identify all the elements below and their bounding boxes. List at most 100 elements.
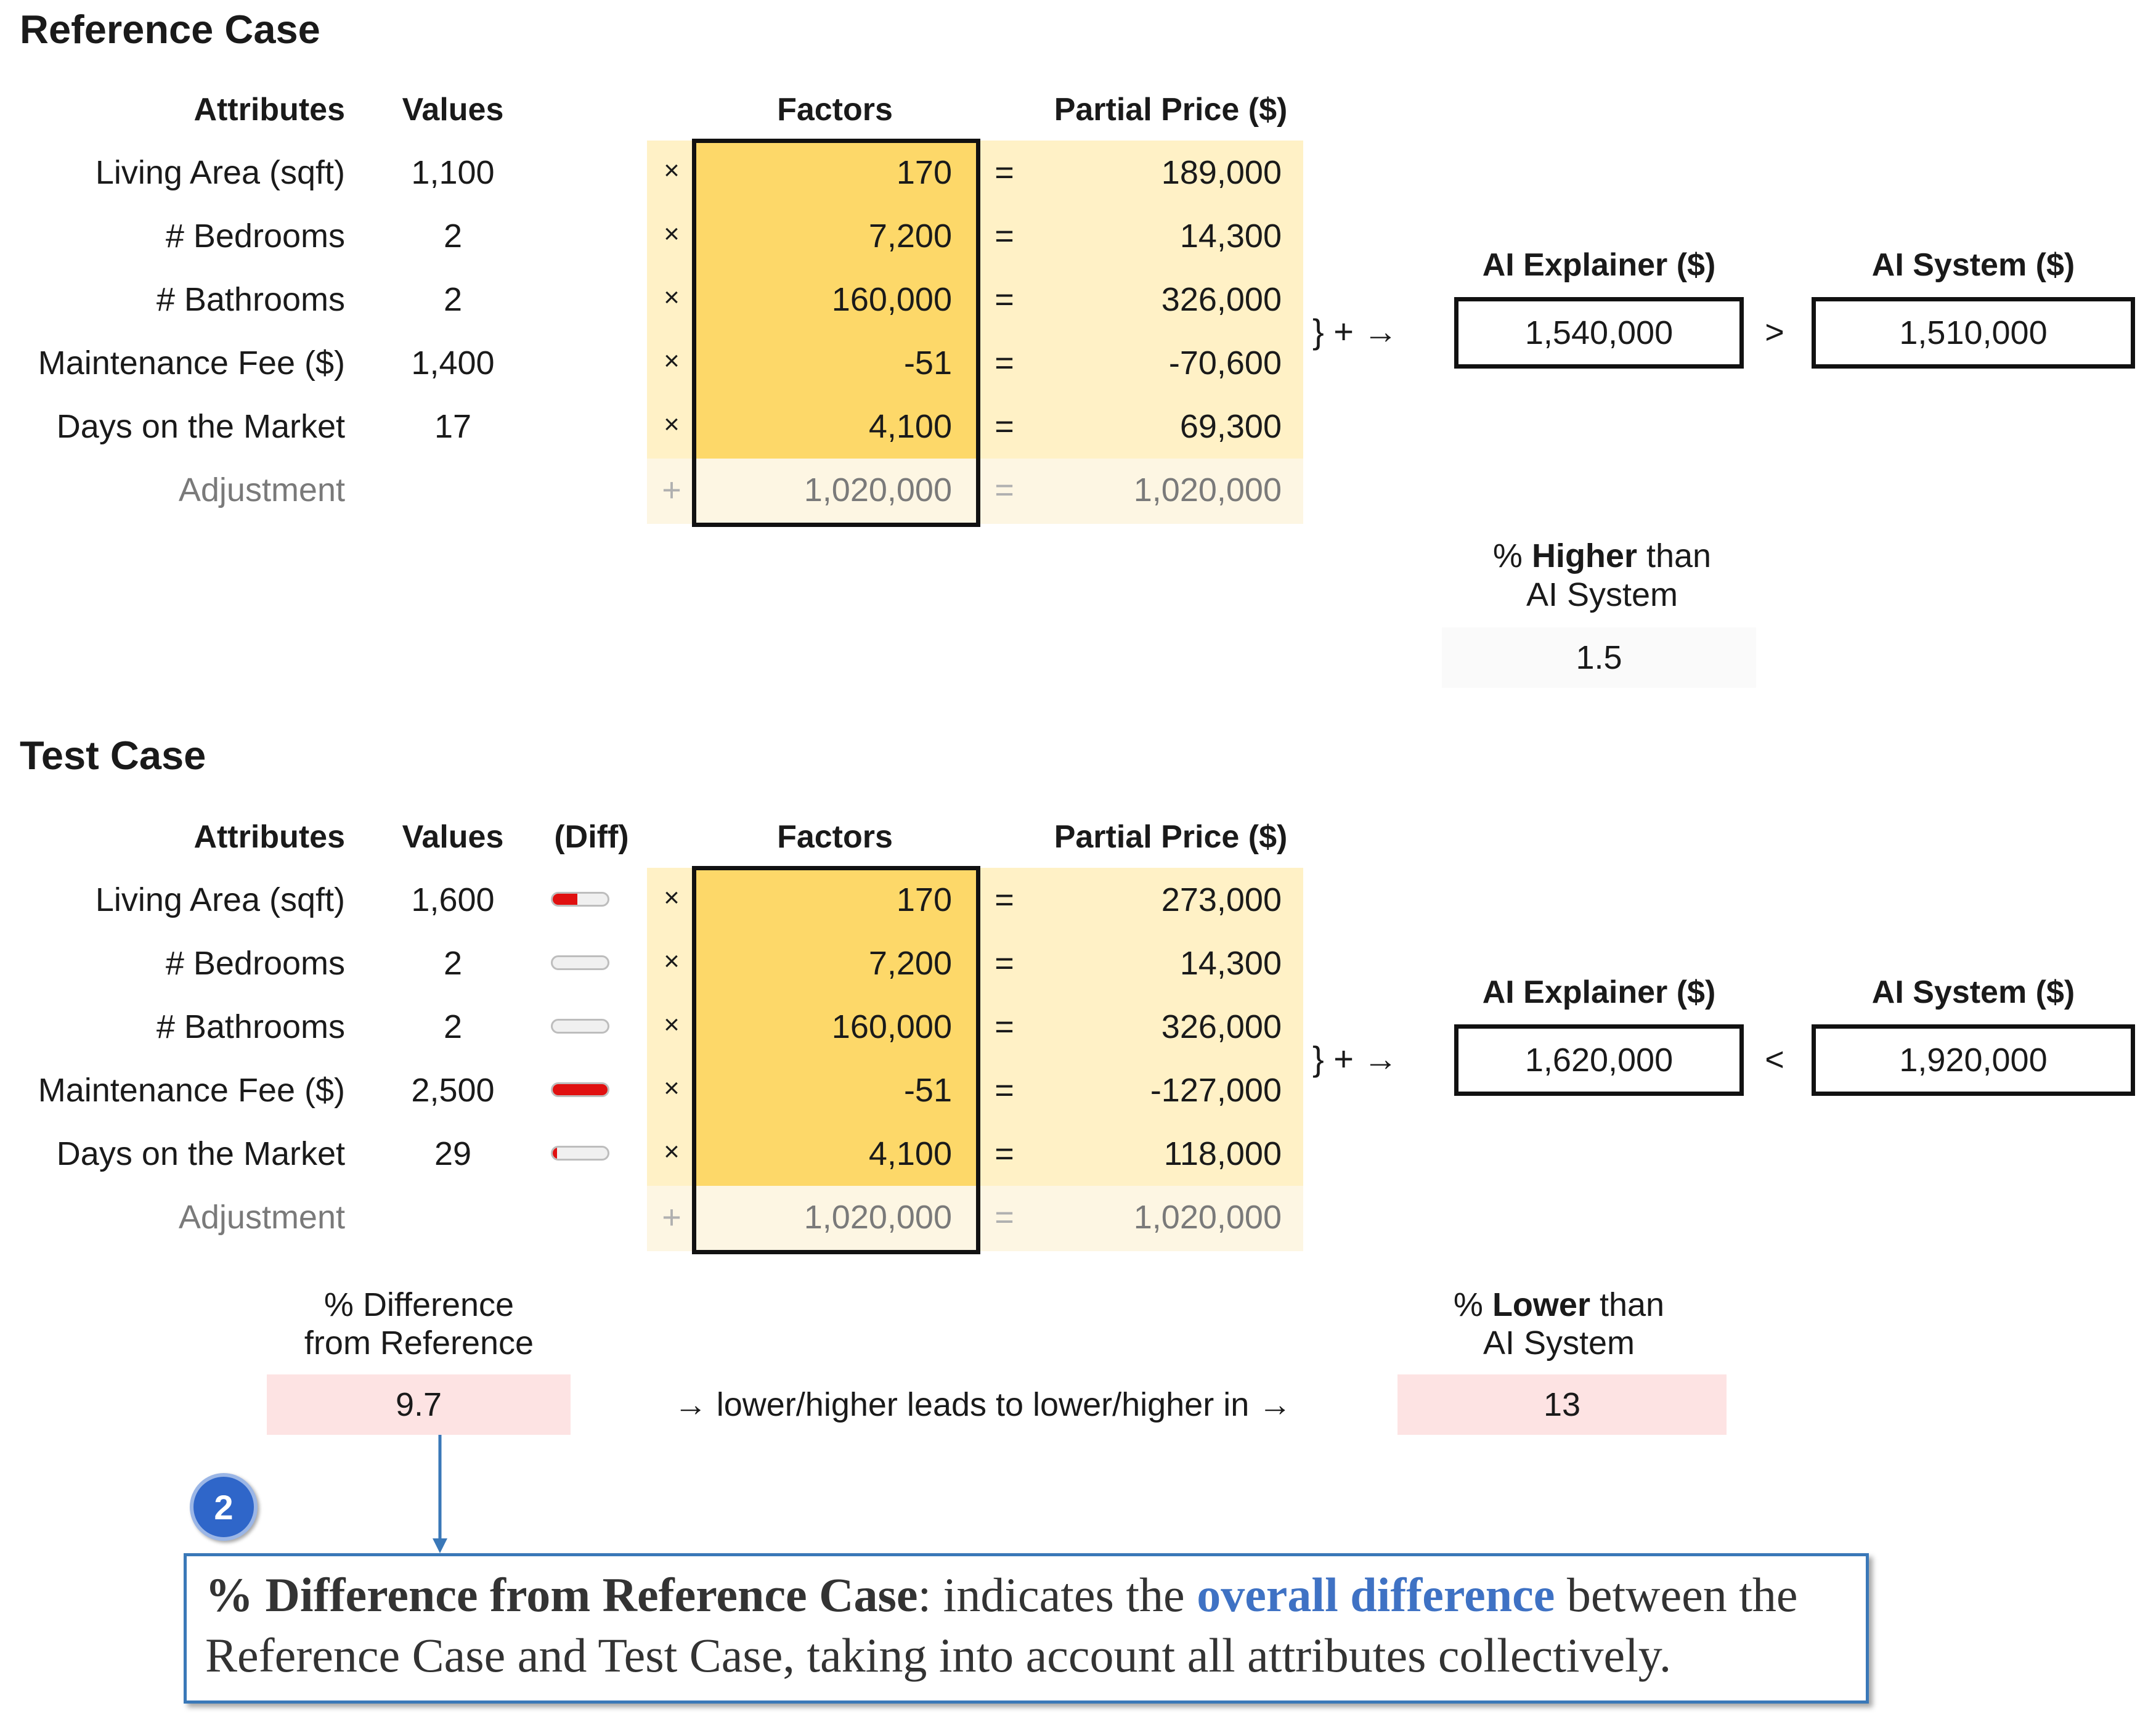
callout-highlight: overall difference bbox=[1197, 1568, 1555, 1622]
diff-bar bbox=[551, 892, 609, 907]
factor-value: 170 bbox=[896, 881, 952, 918]
operator-multiply: × bbox=[664, 409, 680, 439]
attribute-value: 1,600 bbox=[411, 881, 495, 918]
test-op-column bbox=[647, 868, 696, 1186]
ref-header-factors: Factors bbox=[777, 92, 893, 128]
operator-multiply: × bbox=[664, 219, 680, 249]
partial-price-value: 273,000 bbox=[1161, 881, 1282, 918]
ref-header-partial-price: Partial Price ($) bbox=[1054, 92, 1288, 128]
test-header-factors: Factors bbox=[777, 819, 893, 855]
test-explainer-value: 1,620,000 bbox=[1454, 1024, 1744, 1096]
equals-sign: = bbox=[995, 281, 1014, 318]
test-header-values: Values bbox=[402, 819, 504, 855]
diff-value: 9.7 bbox=[267, 1374, 571, 1435]
operator-multiply: × bbox=[664, 1137, 680, 1167]
attribute-value: 29 bbox=[434, 1135, 472, 1172]
factor-value: -51 bbox=[903, 1072, 952, 1109]
factor-value: -51 bbox=[903, 345, 952, 382]
diff-label-line2: from Reference bbox=[304, 1325, 534, 1361]
adjustment-label: Adjustment bbox=[178, 472, 345, 508]
equals-sign: = bbox=[995, 881, 1014, 918]
partial-price-value: 14,300 bbox=[1179, 218, 1282, 255]
equals-sign: = bbox=[995, 218, 1014, 255]
test-explainer-label: AI Explainer ($) bbox=[1482, 974, 1716, 1010]
test-header-attributes: Attributes bbox=[193, 819, 345, 855]
diff-bar bbox=[551, 1019, 609, 1034]
equals-sign: = bbox=[995, 154, 1014, 191]
partial-price-value: 326,000 bbox=[1161, 281, 1282, 318]
diff-bar-fill bbox=[553, 894, 578, 905]
ref-factor-box bbox=[692, 139, 980, 527]
attribute-value: 17 bbox=[434, 408, 472, 445]
factor-value: 160,000 bbox=[831, 1008, 952, 1045]
ref-partial-column bbox=[980, 141, 1303, 459]
attribute-value: 2 bbox=[443, 1008, 463, 1045]
factor-value: 4,100 bbox=[868, 408, 952, 445]
ref-sum-arrow: } + → bbox=[1312, 312, 1398, 351]
ref-adjustment-row-bg bbox=[647, 459, 1303, 524]
attribute-value: 2,500 bbox=[411, 1072, 495, 1109]
diff-bar bbox=[551, 1146, 609, 1161]
ref-header-values: Values bbox=[402, 92, 504, 128]
test-factor-column bbox=[696, 868, 980, 1186]
factor-value: 170 bbox=[896, 154, 952, 191]
test-adjustment-row-bg bbox=[647, 1186, 1303, 1251]
operator-multiply: × bbox=[664, 155, 680, 186]
ref-explainer-value: 1,540,000 bbox=[1454, 297, 1744, 369]
test-pct-label-line1: % Lower than bbox=[1453, 1286, 1665, 1323]
attribute-value: 2 bbox=[443, 281, 463, 318]
adjustment-partial: 1,020,000 bbox=[1133, 1199, 1282, 1236]
ref-explainer-label: AI Explainer ($) bbox=[1482, 247, 1716, 283]
partial-price-value: 69,300 bbox=[1179, 408, 1282, 445]
partial-price-value: 118,000 bbox=[1163, 1135, 1282, 1172]
diff-bar-fill bbox=[553, 1084, 608, 1095]
callout-colon: : indicates the bbox=[917, 1568, 1197, 1622]
callout-term: % Difference from Reference Case bbox=[205, 1568, 918, 1622]
adjustment-factor: 1,020,000 bbox=[803, 472, 952, 508]
test-sum-arrow: } + → bbox=[1312, 1039, 1398, 1078]
callout-box: % Difference from Reference Case: indica… bbox=[184, 1553, 1869, 1704]
attribute-label: # Bedrooms bbox=[165, 218, 345, 255]
partial-price-value: -70,600 bbox=[1168, 345, 1282, 382]
attribute-value: 2 bbox=[443, 945, 463, 982]
ref-header-attributes: Attributes bbox=[193, 92, 345, 128]
test-partial-column bbox=[980, 868, 1303, 1186]
ref-pct-label-line2: AI System bbox=[1526, 576, 1678, 613]
operator-multiply: × bbox=[664, 1010, 680, 1040]
test-pct-value: 13 bbox=[1397, 1374, 1727, 1435]
equals-sign: = bbox=[995, 408, 1014, 445]
attribute-value: 2 bbox=[443, 218, 463, 255]
reference-title: Reference Case bbox=[20, 7, 320, 52]
operator-plus: + bbox=[662, 1199, 681, 1236]
ref-system-value: 1,510,000 bbox=[1812, 297, 2135, 369]
test-pct-label-line2: AI System bbox=[1483, 1325, 1635, 1361]
equals-sign: = bbox=[995, 945, 1014, 982]
ref-op-column bbox=[647, 141, 696, 459]
operator-multiply: × bbox=[664, 282, 680, 312]
partial-price-value: 14,300 bbox=[1179, 945, 1282, 982]
test-header-partial-price: Partial Price ($) bbox=[1054, 819, 1288, 855]
factor-value: 7,200 bbox=[868, 218, 952, 255]
equals-sign: = bbox=[995, 1072, 1014, 1109]
operator-multiply: × bbox=[664, 883, 680, 913]
equals-sign: = bbox=[995, 345, 1014, 382]
partial-price-value: -127,000 bbox=[1150, 1072, 1282, 1109]
test-system-label: AI System ($) bbox=[1871, 974, 2075, 1010]
factor-value: 7,200 bbox=[868, 945, 952, 982]
ref-factor-column bbox=[696, 141, 980, 459]
attribute-label: Maintenance Fee ($) bbox=[38, 1072, 345, 1109]
diff-bar bbox=[551, 1082, 609, 1097]
test-header-diff: (Diff) bbox=[554, 819, 629, 855]
equals-sign: = bbox=[995, 1008, 1014, 1045]
test-title: Test Case bbox=[20, 733, 206, 778]
attribute-label: Days on the Market bbox=[56, 1135, 345, 1172]
diff-bar-fill bbox=[553, 1148, 558, 1159]
adjustment-partial: 1,020,000 bbox=[1133, 472, 1282, 508]
partial-price-value: 326,000 bbox=[1161, 1008, 1282, 1045]
attribute-label: Living Area (sqft) bbox=[95, 154, 345, 191]
attribute-label: # Bedrooms bbox=[165, 945, 345, 982]
equals-sign: = bbox=[995, 1135, 1014, 1172]
attribute-value: 1,400 bbox=[411, 345, 495, 382]
attribute-value: 1,100 bbox=[411, 154, 495, 191]
test-comparison-sign: < bbox=[1765, 1041, 1784, 1078]
